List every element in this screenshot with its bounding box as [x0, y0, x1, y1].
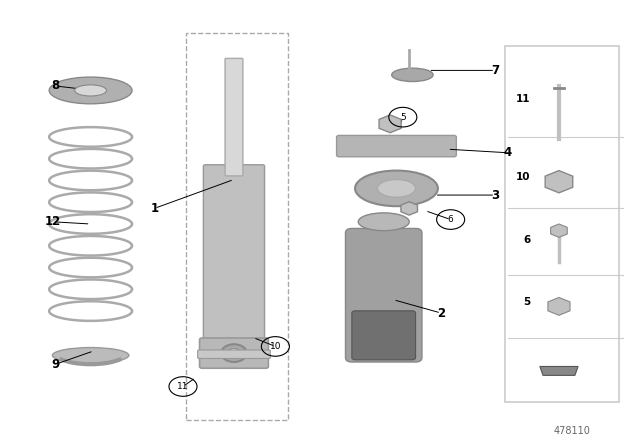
Text: 9: 9 — [51, 358, 60, 371]
Polygon shape — [545, 171, 573, 193]
Ellipse shape — [378, 180, 415, 197]
Ellipse shape — [355, 171, 438, 206]
Text: 1: 1 — [150, 202, 158, 215]
FancyBboxPatch shape — [204, 165, 264, 368]
Text: 11: 11 — [177, 382, 189, 391]
Polygon shape — [540, 366, 578, 375]
Polygon shape — [548, 297, 570, 315]
Text: 5: 5 — [400, 112, 406, 122]
Ellipse shape — [75, 85, 106, 96]
FancyBboxPatch shape — [337, 135, 456, 157]
FancyBboxPatch shape — [225, 58, 243, 176]
Text: 10: 10 — [516, 172, 531, 182]
Polygon shape — [550, 224, 567, 237]
Text: 8: 8 — [51, 79, 60, 92]
Text: 4: 4 — [504, 146, 512, 159]
Text: 12: 12 — [44, 215, 61, 228]
Text: 10: 10 — [269, 342, 281, 351]
FancyBboxPatch shape — [346, 228, 422, 362]
Ellipse shape — [392, 68, 433, 82]
FancyBboxPatch shape — [200, 338, 268, 368]
Ellipse shape — [228, 349, 241, 358]
Ellipse shape — [49, 77, 132, 104]
Polygon shape — [401, 202, 417, 215]
Text: 7: 7 — [491, 64, 499, 77]
Text: 478110: 478110 — [553, 426, 590, 436]
FancyBboxPatch shape — [352, 311, 415, 360]
Text: 3: 3 — [491, 189, 499, 202]
FancyBboxPatch shape — [198, 350, 270, 358]
FancyBboxPatch shape — [505, 46, 620, 402]
Text: 11: 11 — [516, 95, 531, 104]
Text: 2: 2 — [437, 306, 445, 319]
Ellipse shape — [52, 348, 129, 363]
Polygon shape — [379, 115, 401, 133]
Text: 5: 5 — [523, 297, 531, 307]
Ellipse shape — [221, 344, 246, 362]
Ellipse shape — [358, 213, 409, 231]
Text: 6: 6 — [523, 235, 531, 245]
Text: 6: 6 — [448, 215, 454, 224]
